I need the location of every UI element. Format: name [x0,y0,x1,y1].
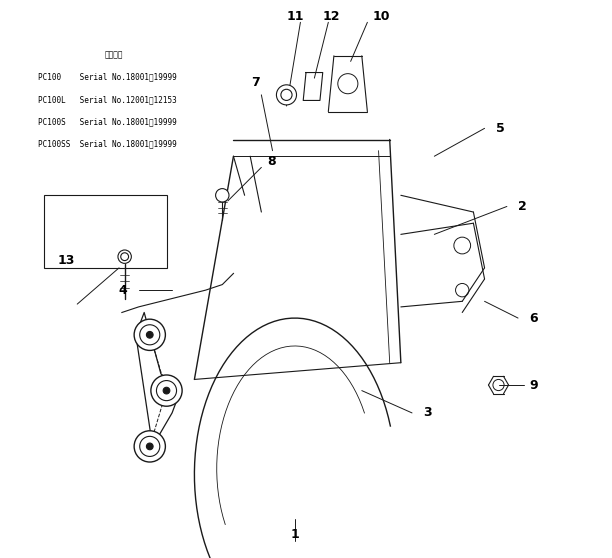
Text: 8: 8 [267,155,275,169]
Circle shape [151,375,182,406]
Text: PC100SS  Serial No.18001～19999: PC100SS Serial No.18001～19999 [38,140,177,148]
Text: 7: 7 [252,76,260,89]
Text: 適用号機: 適用号機 [105,50,124,59]
FancyBboxPatch shape [43,195,166,268]
Text: 11: 11 [286,10,304,23]
Text: 12: 12 [323,10,340,23]
Circle shape [163,387,170,394]
Text: 10: 10 [373,10,390,23]
Circle shape [118,250,132,263]
Text: 1: 1 [291,528,299,541]
Circle shape [277,85,297,105]
Circle shape [134,319,165,350]
Text: PC100S   Serial No.18001～19999: PC100S Serial No.18001～19999 [38,117,177,126]
Text: 13: 13 [58,254,75,267]
Text: 4: 4 [119,283,127,297]
Circle shape [146,443,153,450]
Text: 2: 2 [518,200,527,213]
Circle shape [134,431,165,462]
Text: PC100    Serial No.18001～19999: PC100 Serial No.18001～19999 [38,73,177,81]
Text: 5: 5 [496,122,504,135]
Text: 6: 6 [529,311,538,325]
Circle shape [215,189,229,202]
Text: PC100L   Serial No.12001～12153: PC100L Serial No.12001～12153 [38,95,177,104]
Text: 3: 3 [423,406,432,420]
Text: 9: 9 [529,378,538,392]
Circle shape [146,331,153,338]
